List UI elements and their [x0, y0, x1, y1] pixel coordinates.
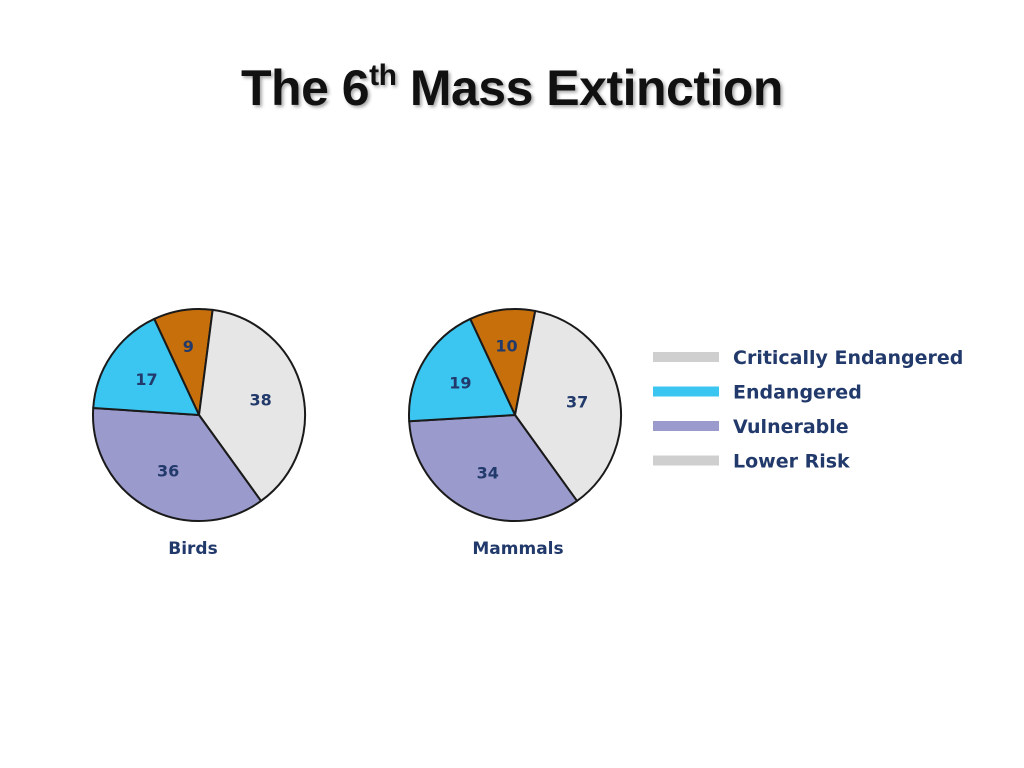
birds-label-endangered: 17 — [135, 370, 157, 389]
legend-swatch-lower-risk — [653, 455, 719, 466]
birds-slice-lower-risk — [198, 308, 306, 502]
legend: Critically Endangered Endangered Vulnerabl… — [653, 347, 963, 473]
title-prefix: The 6 — [241, 60, 370, 116]
birds-label-critically-endangered: 9 — [183, 337, 194, 356]
birds-label-lower-risk: 38 — [250, 390, 272, 409]
legend-swatch-critically-endangered — [653, 352, 719, 362]
birds-label-vulnerable: 36 — [157, 462, 179, 481]
mammals-label-lower-risk: 37 — [566, 392, 588, 411]
mammals-slice-lower-risk — [514, 309, 622, 502]
mammals-slice-vulnerable — [408, 414, 579, 522]
birds-pie: 9 38 36 17 Birds — [92, 308, 306, 559]
birds-caption: Birds — [168, 539, 217, 559]
mammals-caption: Mammals — [472, 539, 563, 559]
mammals-label-vulnerable: 34 — [477, 463, 499, 482]
birds-slice-endangered — [92, 317, 200, 416]
mammals-slice-endangered — [408, 317, 516, 423]
legend-label-critically-endangered: Critically Endangered — [733, 347, 963, 369]
legend-swatch-vulnerable — [653, 421, 719, 431]
birds-slice-vulnerable — [92, 406, 263, 522]
title-suffix: Mass Extinction — [396, 60, 784, 116]
legend-swatch-endangered — [653, 386, 719, 397]
mammals-label-critically-endangered: 10 — [495, 337, 517, 356]
legend-label-endangered: Endangered — [733, 382, 862, 404]
title-superscript: th — [369, 59, 397, 92]
mammals-pie: 10 37 34 19 Mammals — [408, 308, 622, 559]
mammals-label-endangered: 19 — [449, 373, 471, 392]
legend-label-vulnerable: Vulnerable — [733, 416, 849, 438]
legend-label-lower-risk: Lower Risk — [733, 451, 850, 473]
slide-title: The 6th Mass Extinction — [0, 58, 1024, 118]
